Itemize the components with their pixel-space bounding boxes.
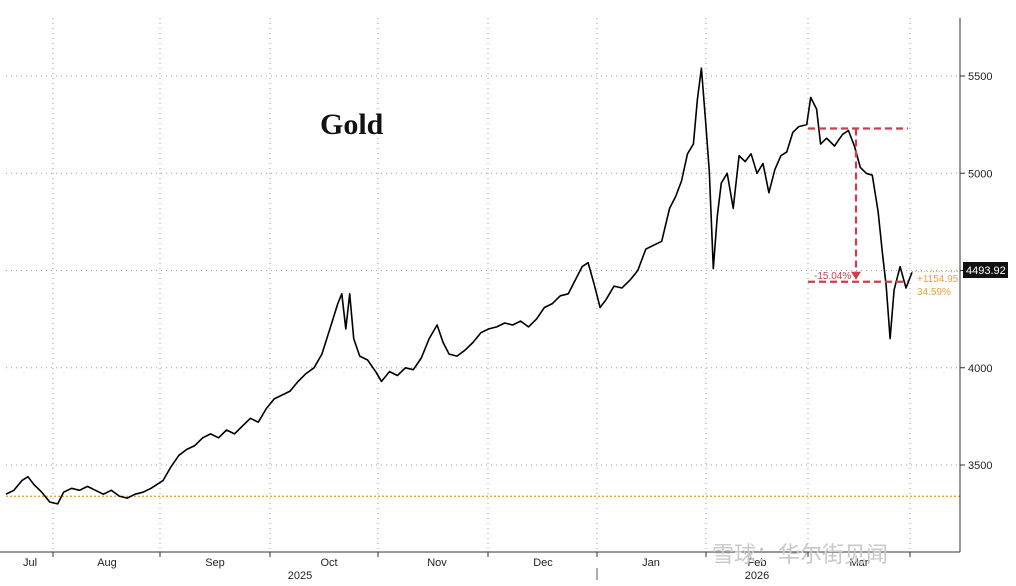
x-tick-labels: Jul Aug Sep Oct Nov Dec Jan Feb Mar 2025 2026 xyxy=(23,552,911,582)
x-tick-label: Sep xyxy=(205,557,225,569)
y-tick-label: 5500 xyxy=(968,71,992,83)
y-tick-label: 5000 xyxy=(968,168,992,180)
x-tick-label: Oct xyxy=(320,557,337,569)
drawdown-arrowhead xyxy=(851,271,861,280)
y-tick-label: 3500 xyxy=(968,460,992,472)
x-year-label: 2025 xyxy=(288,570,312,582)
x-axis: Jul Aug Sep Oct Nov Dec Jan Feb Mar 2025 2026 xyxy=(0,551,960,582)
gold-price-line xyxy=(5,67,913,505)
y-axis: 35004000450050005500 xyxy=(959,18,992,552)
x-tick-label: Jan xyxy=(642,557,660,569)
grid xyxy=(6,18,960,552)
last-value-tag: 4493.92 xyxy=(963,262,1008,278)
x-tick-label: Dec xyxy=(533,557,553,569)
watermark: 雪球：华尔街见闻 xyxy=(712,543,888,568)
x-tick-label: Aug xyxy=(97,557,117,569)
x-tick-label: Mar xyxy=(850,557,869,569)
y-tick-label: 4000 xyxy=(968,363,992,375)
series-group xyxy=(5,67,913,505)
x-tick-label: Feb xyxy=(748,557,767,569)
last-value-box xyxy=(963,262,1008,278)
last-value-label: 4493.92 xyxy=(966,265,1006,277)
annotations xyxy=(808,127,962,283)
drawdown-label: -15.04% xyxy=(814,271,851,282)
x-year-label: 2026 xyxy=(745,570,769,582)
chart-title: Gold xyxy=(320,108,384,141)
change-pct-label: 34.59% xyxy=(917,287,951,298)
x-tick-label: Nov xyxy=(427,557,447,569)
x-tick-label: Jul xyxy=(23,557,37,569)
change-abs-label: +1154.95 xyxy=(917,274,959,285)
